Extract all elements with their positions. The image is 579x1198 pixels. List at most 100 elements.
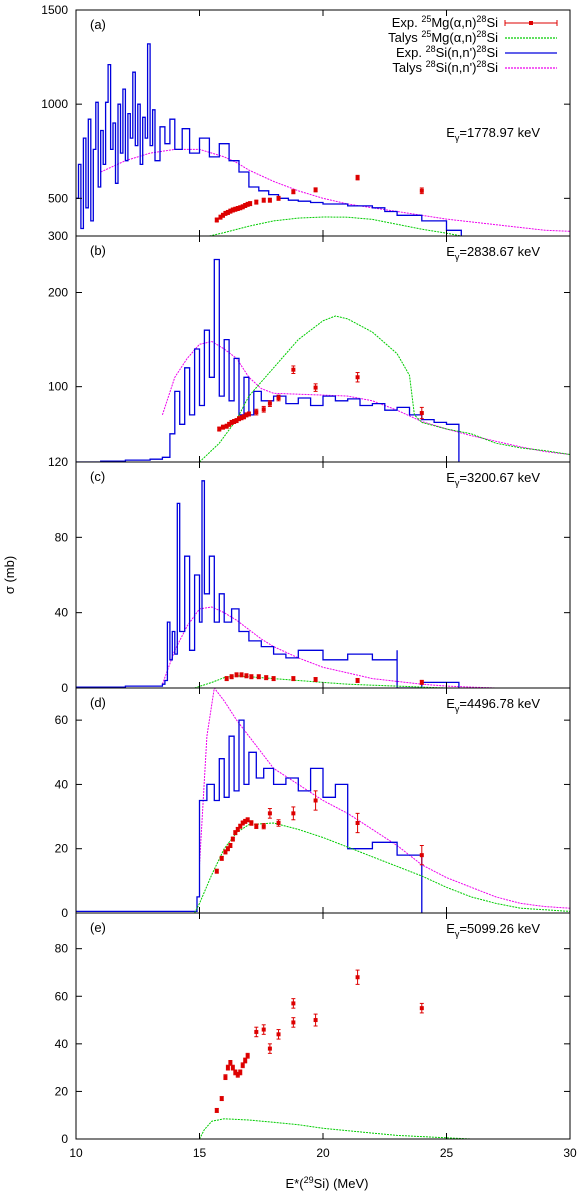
y-tick-label: 300 (48, 229, 68, 243)
exp-mg-point (239, 415, 244, 420)
exp-mg-point (241, 414, 246, 419)
exp-mg-point (419, 853, 424, 858)
exp-mg-point (313, 798, 318, 803)
exp-mg-point (267, 1046, 272, 1051)
exp-mg-point (233, 830, 238, 835)
exp-mg-point (419, 188, 424, 193)
exp-mg-point (225, 210, 230, 215)
exp-mg-point (355, 821, 360, 825)
exp-mg-point (245, 202, 250, 207)
exp-mg-point (267, 811, 272, 816)
exp-mg-point (223, 849, 228, 854)
exp-mg-point (254, 1029, 259, 1034)
exp-mg-point (313, 1018, 318, 1023)
exp-mg-point (254, 410, 259, 415)
exp-mg-point (291, 1001, 296, 1006)
panel-data (76, 43, 570, 236)
exp-mg-point (276, 395, 281, 400)
exp-mg-point (246, 411, 251, 416)
exp-mg-point (214, 869, 219, 874)
panel-tag: (c) (90, 469, 105, 484)
exp-mg-point (355, 678, 360, 683)
exp-mg-point (248, 201, 253, 206)
exp-mg-point (264, 675, 269, 680)
exp-mg-point (223, 211, 228, 216)
exp-mg-point (228, 209, 233, 214)
exp-mg-point (419, 411, 424, 416)
talys-mg-series (194, 822, 570, 913)
y-tick-label: 500 (48, 191, 68, 205)
exp-mg-point (224, 424, 229, 429)
egamma-label: Eγ=5099.26 keV (446, 921, 540, 939)
y-tick-label: 60 (55, 713, 69, 727)
y-tick-label: 40 (55, 1037, 69, 1051)
panel-tag: (b) (90, 243, 106, 258)
exp-mg-point (313, 187, 318, 192)
exp-mg-point (238, 205, 243, 210)
exp-mg-point (276, 196, 281, 201)
exp-mg-point (233, 1070, 238, 1075)
exp-mg-point (229, 420, 234, 425)
chart-panel: 0 20 40 60 80 (e) Eγ=5099.26 keV (55, 912, 571, 1146)
legend-entry-label: Exp. 28Si(n,n')28Si (396, 44, 498, 60)
exp-mg-point (261, 824, 266, 829)
exp-mg-point (225, 846, 230, 851)
exp-mg-point (220, 213, 225, 218)
exp-mg-point (244, 412, 249, 417)
chart-panel: 100 200 120 (b) Eγ=2838.67 keV (48, 235, 571, 469)
talys-mg-series (199, 1118, 472, 1139)
y-tick-label: 40 (55, 606, 69, 620)
panel-frame (75, 235, 571, 463)
exp-mg-point (230, 1065, 235, 1070)
talys-si-series (100, 148, 570, 232)
exp-mg-point (223, 1075, 228, 1080)
exp-mg-point (291, 1020, 296, 1025)
egamma-label: Eγ=4496.78 keV (446, 696, 540, 714)
x-tick-label: 25 (440, 1146, 454, 1160)
exp-mg-point (219, 1096, 224, 1101)
y-tick-label: 1500 (41, 3, 68, 17)
exp-si-series (76, 719, 423, 913)
exp-mg-point (232, 419, 237, 424)
panel-tag: (d) (90, 695, 106, 710)
y-tick-label: 0 (61, 681, 68, 695)
exp-mg-point (229, 674, 234, 679)
talys-si-series (161, 606, 496, 688)
exp-mg-point (355, 375, 360, 380)
exp-mg-point (271, 676, 276, 681)
y-tick-label: 40 (55, 777, 69, 791)
talys-mg-series (199, 315, 570, 462)
talys-si-series (199, 688, 570, 909)
y-tick-label: 20 (55, 1084, 69, 1098)
exp-mg-point (225, 1065, 230, 1070)
panel-data (76, 258, 570, 462)
chart-panel: 500 1000 1500 300 (a) Eγ=1778.97 keV (41, 3, 571, 243)
exp-mg-point (230, 837, 235, 842)
exp-mg-point (261, 198, 266, 203)
exp-mg-point (245, 817, 250, 822)
exp-mg-point (313, 677, 318, 682)
exp-mg-point (217, 427, 222, 432)
exp-mg-point (355, 975, 360, 980)
exp-si-series (76, 480, 460, 688)
exp-mg-point (244, 673, 249, 678)
exp-mg-point (261, 407, 266, 412)
panel-data (76, 688, 570, 913)
exp-mg-point (230, 208, 235, 213)
y-tick-label: 120 (48, 455, 68, 469)
talys-mg-series (194, 675, 447, 688)
x-tick-label: 20 (316, 1146, 330, 1160)
y-tick-label: 0 (61, 906, 68, 920)
exp-mg-point (237, 416, 242, 421)
exp-mg-point (239, 672, 244, 677)
exp-mg-point (219, 856, 224, 861)
x-tick-label: 30 (563, 1146, 577, 1160)
exp-mg-point (243, 819, 248, 824)
exp-mg-point (233, 207, 238, 212)
exp-mg-point (235, 1072, 240, 1077)
exp-mg-point (240, 204, 245, 209)
legend-entry-label: Talys 25Mg(α,n)28Si (388, 29, 498, 45)
exp-mg-point (291, 811, 296, 816)
